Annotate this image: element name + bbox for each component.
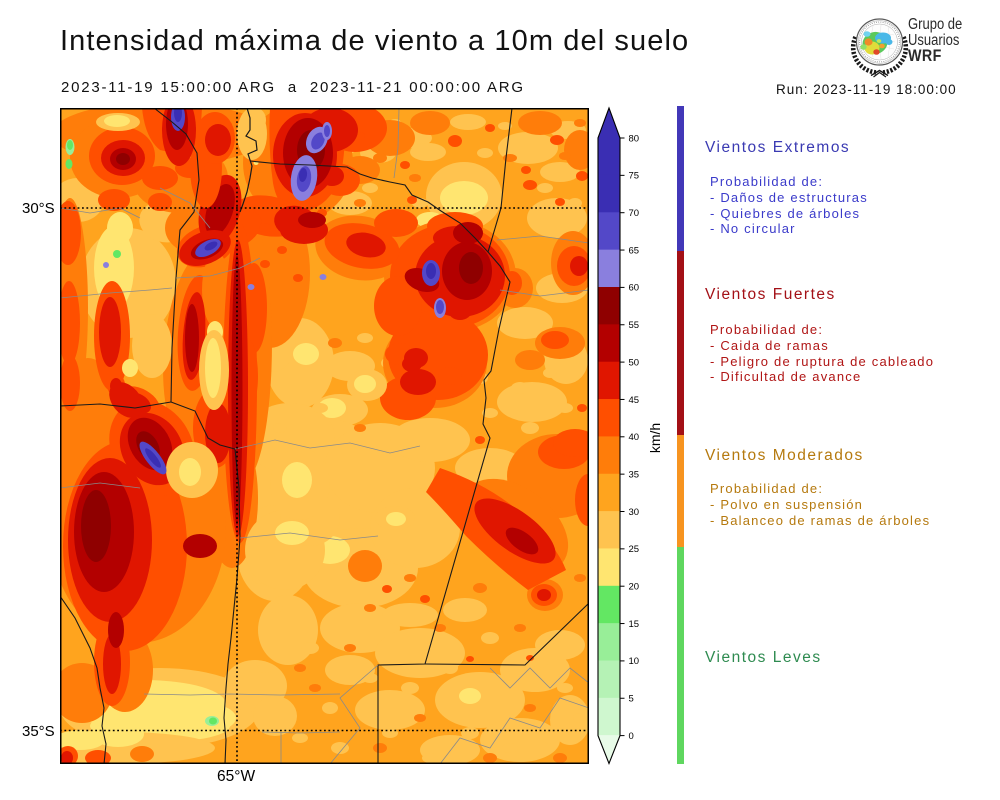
svg-text:70: 70 [629, 208, 640, 219]
svg-text:45: 45 [629, 395, 640, 406]
svg-text:40: 40 [629, 432, 640, 443]
svg-text:0: 0 [629, 731, 634, 742]
svg-text:5: 5 [629, 694, 634, 705]
svg-text:25: 25 [629, 544, 640, 555]
svg-text:20: 20 [629, 582, 640, 593]
svg-text:35: 35 [629, 469, 640, 480]
svg-text:50: 50 [629, 357, 640, 368]
svg-text:60: 60 [629, 283, 640, 294]
svg-text:80: 80 [629, 133, 640, 144]
svg-text:55: 55 [629, 320, 640, 331]
svg-text:15: 15 [629, 619, 640, 630]
svg-text:65: 65 [629, 245, 640, 256]
svg-text:30: 30 [629, 507, 640, 518]
svg-text:km/h: km/h [647, 423, 663, 453]
svg-text:10: 10 [629, 656, 640, 667]
svg-text:75: 75 [629, 171, 640, 182]
